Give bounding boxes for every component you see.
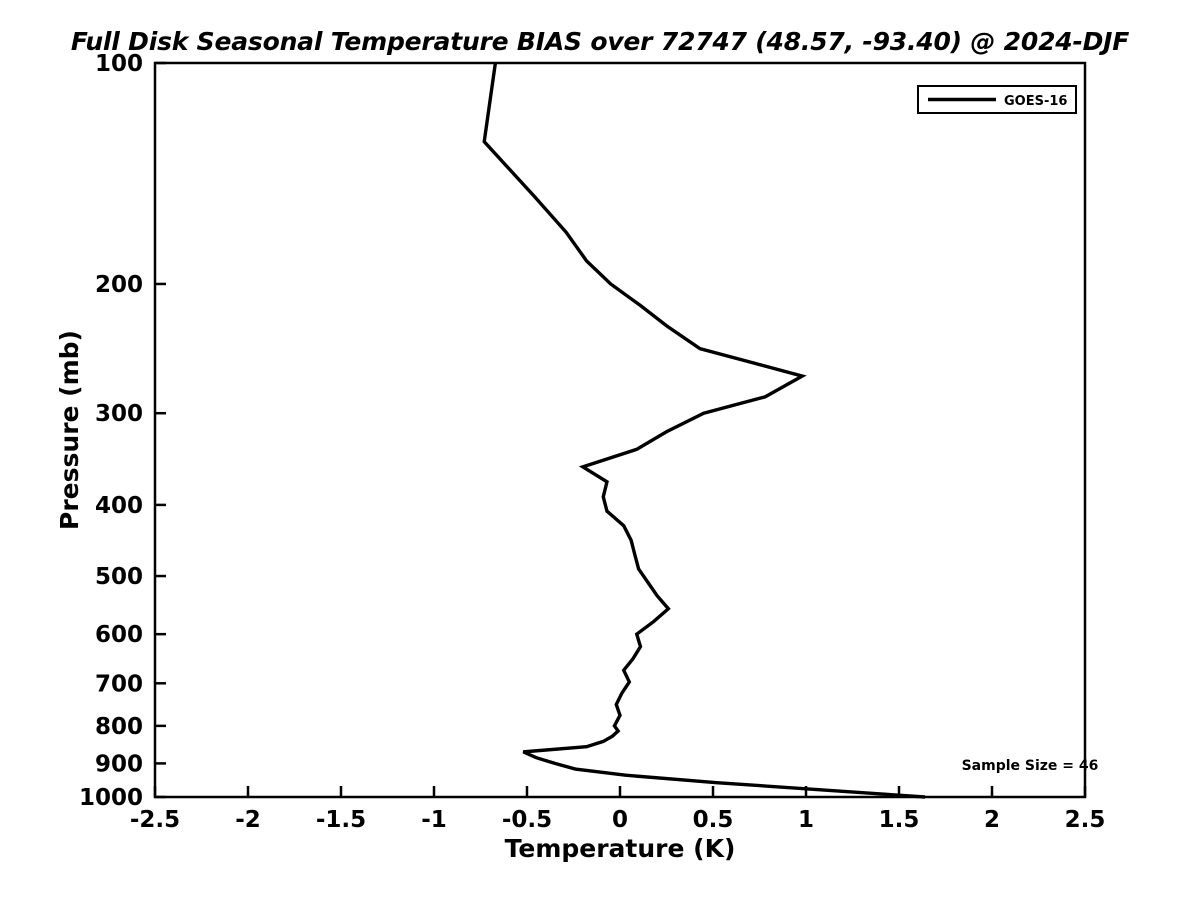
x-tick-label: -2.5 <box>130 807 180 833</box>
y-tick-label: 800 <box>95 714 143 740</box>
x-tick-label: 0 <box>612 807 628 833</box>
x-axis-ticks: -2.5 -2 -1.5 -1 -0.5 0 0.5 1 1.5 2 2.5 <box>130 786 1106 833</box>
x-axis-title: Temperature (K) <box>505 834 736 863</box>
y-tick-label: 700 <box>95 671 143 697</box>
y-axis-ticks: 100 200 300 400 500 600 700 800 900 1000 <box>79 51 166 811</box>
y-tick-label: 200 <box>95 272 143 298</box>
x-tick-label: 1 <box>798 807 814 833</box>
y-tick-label: 1000 <box>79 785 143 811</box>
x-tick-label: 1.5 <box>879 807 920 833</box>
x-tick-label: 0.5 <box>693 807 734 833</box>
x-tick-label: -0.5 <box>502 807 552 833</box>
y-tick-label: 100 <box>95 51 143 77</box>
y-tick-label: 900 <box>95 751 143 777</box>
y-tick-label: 400 <box>95 493 143 519</box>
sample-size-annotation: Sample Size = 46 <box>962 758 1099 774</box>
x-tick-label: -1.5 <box>316 807 366 833</box>
x-tick-label: -1 <box>421 807 447 833</box>
x-tick-label: 2 <box>984 807 1000 833</box>
y-axis-title: Pressure (mb) <box>55 330 84 530</box>
x-tick-label: -2 <box>235 807 261 833</box>
y-tick-label: 600 <box>95 622 143 648</box>
data-series-layer <box>482 62 926 799</box>
chart-title: Full Disk Seasonal Temperature BIAS over… <box>70 27 1130 56</box>
x-tick-label: 2.5 <box>1065 807 1106 833</box>
legend[interactable]: GOES-16 <box>917 85 1077 114</box>
legend-label-goes-16: GOES-16 <box>1004 94 1067 109</box>
series-line-goes-16 <box>482 62 926 799</box>
y-tick-label: 500 <box>95 564 143 590</box>
y-tick-label: 300 <box>95 401 143 427</box>
plot-frame <box>153 61 1087 799</box>
